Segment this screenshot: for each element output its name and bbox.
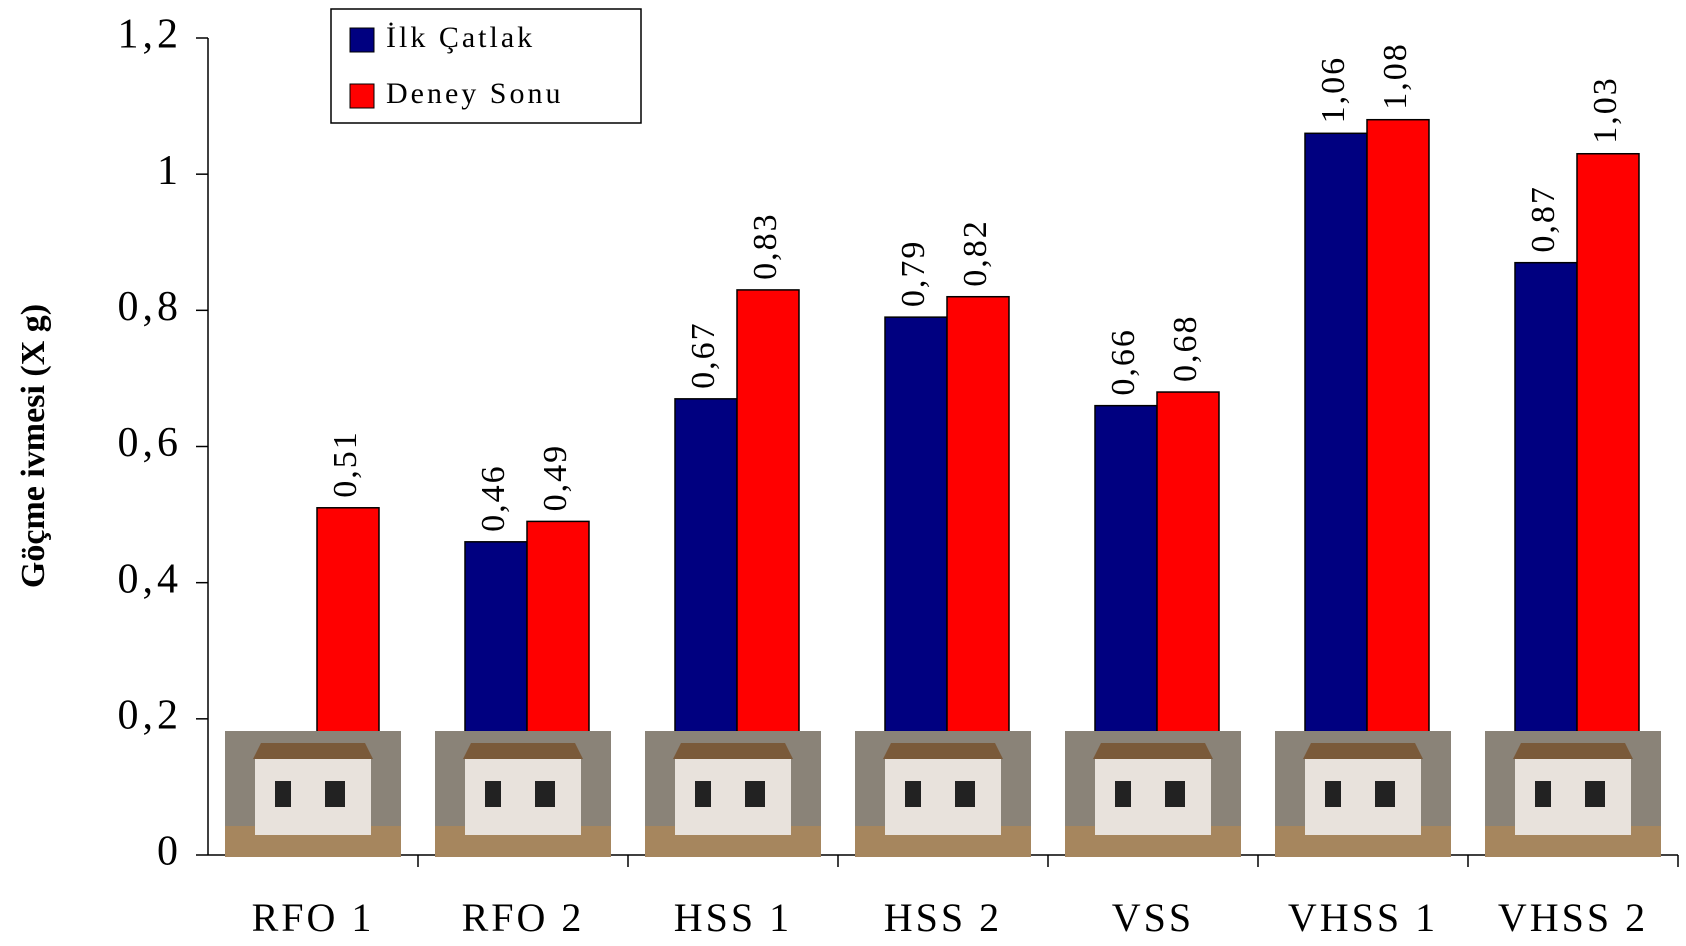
value-label: 0,83 [747,212,784,280]
roof [1513,743,1633,759]
y-tick-label: 1,2 [118,12,183,58]
y-tick-label: 0 [157,829,182,875]
window [1585,781,1605,807]
legend-box [330,8,642,124]
window [905,781,921,807]
walls [675,759,791,835]
walls [1515,759,1631,835]
model-photo [435,731,611,857]
value-label: 0,51 [327,430,364,498]
window [955,781,975,807]
x-tick-label: HSS 1 [674,895,792,940]
roof [1303,743,1423,759]
window [745,781,765,807]
window [1375,781,1395,807]
window [325,781,345,807]
walls [1305,759,1421,835]
window [1165,781,1185,807]
window [695,781,711,807]
value-label: 0,46 [475,464,512,532]
y-tick-label: 0,8 [118,284,183,330]
y-tick-label: 0,2 [118,692,183,738]
value-label: 0,79 [895,240,932,308]
value-label: 1,06 [1315,56,1352,124]
walls [1095,759,1211,835]
window [1115,781,1131,807]
window [1535,781,1551,807]
walls [255,759,371,835]
walls [465,759,581,835]
value-label: 1,08 [1377,42,1414,110]
x-tick-label: RFO 2 [462,895,585,940]
y-tick-label: 0,6 [118,420,183,466]
value-label: 0,82 [957,219,994,287]
legend-swatch [349,27,375,53]
value-label: 0,66 [1105,328,1142,396]
x-tick-label: HSS 2 [884,895,1002,940]
value-label: 0,87 [1525,185,1562,253]
roof [463,743,583,759]
model-photo [1485,731,1661,857]
x-tick-label: VHSS 2 [1498,895,1648,940]
window [275,781,291,807]
model-photo [225,731,401,857]
roof [253,743,373,759]
value-label: 1,03 [1587,76,1624,144]
model-photo [855,731,1031,857]
window [535,781,555,807]
x-tick-label: RFO 1 [252,895,375,940]
legend-swatch [349,83,375,109]
y-tick-label: 1 [157,148,182,194]
roof [1093,743,1213,759]
y-axis-label: Göçme ivmesi (X g) [15,304,52,588]
model-photo [645,731,821,857]
value-label: 0,49 [537,444,574,512]
y-tick-label: 0,4 [118,556,183,602]
x-tick-label: VSS [1112,895,1194,940]
x-tick-label: VHSS 1 [1288,895,1438,940]
model-photo [1065,731,1241,857]
roof [673,743,793,759]
window [1325,781,1341,807]
value-label: 0,67 [685,321,722,389]
model-photo [1275,731,1451,857]
walls [885,759,1001,835]
window [485,781,501,807]
value-label: 0,68 [1167,315,1204,383]
legend: İlk Çatlak Deney Sonu [330,8,642,124]
legend-label: İlk Çatlak [386,21,535,54]
roof [883,743,1003,759]
legend-label: Deney Sonu [386,77,563,110]
